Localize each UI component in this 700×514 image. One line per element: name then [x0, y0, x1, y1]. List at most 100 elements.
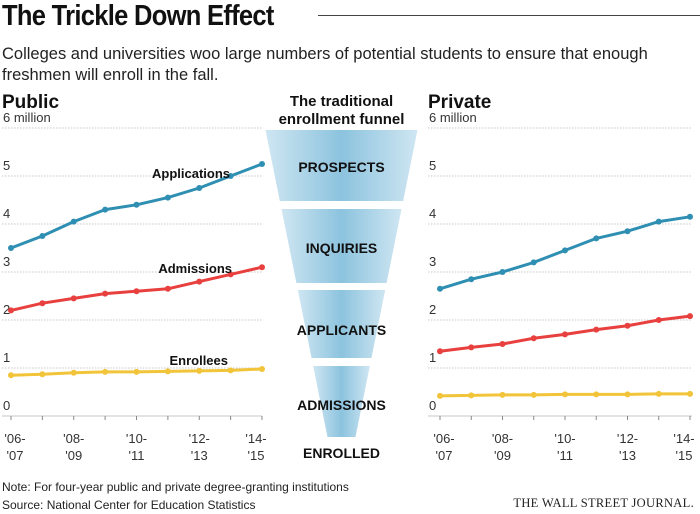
applications-point [259, 161, 265, 167]
applications-point [133, 201, 140, 208]
y-tick-label: 3 [429, 254, 436, 269]
applications-point [102, 206, 109, 213]
publisher-credit: THE WALL STREET JOURNAL. [513, 496, 694, 510]
x-tick-label: '15 [676, 448, 693, 463]
private-panel: Private 0 1 2 3 4 5 6 million '06- '07 '08- '09 '10-… [428, 92, 695, 463]
enrollees-point [164, 368, 171, 375]
applications-point [8, 245, 14, 251]
enrollees-point [8, 372, 14, 379]
enrollees-point [259, 365, 265, 372]
admissions-point [437, 348, 443, 355]
funnel-stage-label: ENROLLED [303, 445, 380, 461]
x-tick-label: '13 [191, 448, 208, 463]
funnel-title: The traditional [290, 93, 393, 110]
y-tick-label: 4 [429, 206, 436, 221]
x-tick-label: '06- [433, 431, 454, 446]
funnel-stage-label: PROSPECTS [298, 159, 384, 175]
chart-title: The Trickle Down Effect [2, 0, 274, 32]
admissions-point [687, 313, 693, 320]
public-panel: Public 0 1 2 3 4 5 6 million '06- '07 '08- '09 '10- '… [2, 92, 267, 463]
y-tick-label: 2 [3, 302, 10, 317]
y-tick-label: 0 [429, 398, 436, 413]
funnel-segment [297, 290, 386, 358]
enrollees-point [133, 368, 140, 375]
funnel-segment [313, 366, 370, 437]
enrollees-point [655, 390, 662, 397]
funnel-stage-label: ADMISSIONS [297, 397, 386, 413]
admissions-point [70, 295, 77, 302]
applications-series-label: Applications [152, 166, 230, 181]
x-tick-label: '13 [619, 448, 636, 463]
x-tick-label: '08- [492, 431, 513, 446]
y-tick-label: 1 [3, 350, 10, 365]
funnel-segment [281, 209, 402, 283]
funnel-stage-label: APPLICANTS [297, 322, 386, 338]
admissions-point [562, 331, 568, 338]
admissions-point [593, 326, 600, 333]
x-tick-label: '06- [4, 431, 25, 446]
admissions-point [468, 344, 475, 351]
admissions-point [530, 335, 537, 342]
x-tick-label: '07 [436, 448, 453, 463]
enrollees-point [437, 392, 443, 399]
applications-point [227, 173, 234, 179]
funnel-segment [265, 130, 418, 201]
applications-point [593, 235, 600, 242]
panel-title: Public [2, 92, 59, 113]
enrollees-point [499, 391, 506, 398]
x-tick-label: '09 [494, 448, 511, 463]
x-tick-label: '10- [126, 431, 147, 446]
x-tick-label: '14- [245, 431, 266, 446]
enrollees-point [530, 391, 537, 398]
funnel-stage-label: INQUIRIES [306, 240, 378, 256]
enrollees-point [70, 369, 77, 376]
admissions-point [259, 264, 265, 271]
admissions-point [196, 278, 203, 285]
x-tick-label: '15 [248, 448, 265, 463]
x-tick-label: '11 [557, 448, 573, 463]
enrollees-point [562, 391, 568, 398]
x-tick-label: '14- [673, 431, 694, 446]
y-tick-label: 5 [3, 158, 10, 173]
applications-point [687, 213, 693, 220]
chart-subtitle: Colleges and universities woo large numb… [2, 45, 648, 84]
y-tick-label: 2 [429, 302, 436, 317]
enrollees-point [196, 367, 203, 374]
admissions-point [39, 300, 46, 307]
x-tick-label: '09 [65, 448, 82, 463]
admissions-point [655, 317, 662, 323]
y-tick-label: 6 million [429, 110, 477, 125]
admissions-point [133, 288, 140, 295]
applications-point [624, 228, 631, 235]
admissions-point [164, 285, 171, 292]
y-tick-label: 3 [3, 254, 10, 269]
x-tick-label: '12- [189, 431, 210, 446]
enrollees-point [687, 390, 693, 397]
source-text: Source: National Center for Education St… [2, 498, 256, 512]
applications-point [499, 269, 506, 275]
admissions-point [8, 307, 14, 314]
enrollees-point [468, 392, 475, 399]
applications-point [70, 218, 77, 225]
applications-point [39, 233, 46, 239]
admissions-point [624, 322, 631, 329]
admissions-series-label: Admissions [158, 261, 232, 276]
footnotes: Note: For four-year public and private d… [2, 478, 349, 514]
x-tick-label: '08- [63, 431, 84, 446]
y-tick-label: 0 [3, 398, 10, 413]
admissions-point [102, 290, 109, 297]
applications-point [655, 218, 662, 225]
applications-point [468, 276, 475, 283]
panel-title: Private [428, 92, 491, 113]
enrollees-point [39, 371, 46, 378]
note-text: Note: For four-year public and private d… [2, 480, 349, 494]
applications-point [196, 185, 203, 191]
enrollees-series-label: Enrollees [169, 353, 228, 368]
x-tick-label: '07 [7, 448, 24, 463]
x-tick-label: '11 [129, 448, 145, 463]
x-tick-label: '10- [554, 431, 575, 446]
applications-point [562, 247, 568, 254]
applications-point [530, 259, 537, 266]
